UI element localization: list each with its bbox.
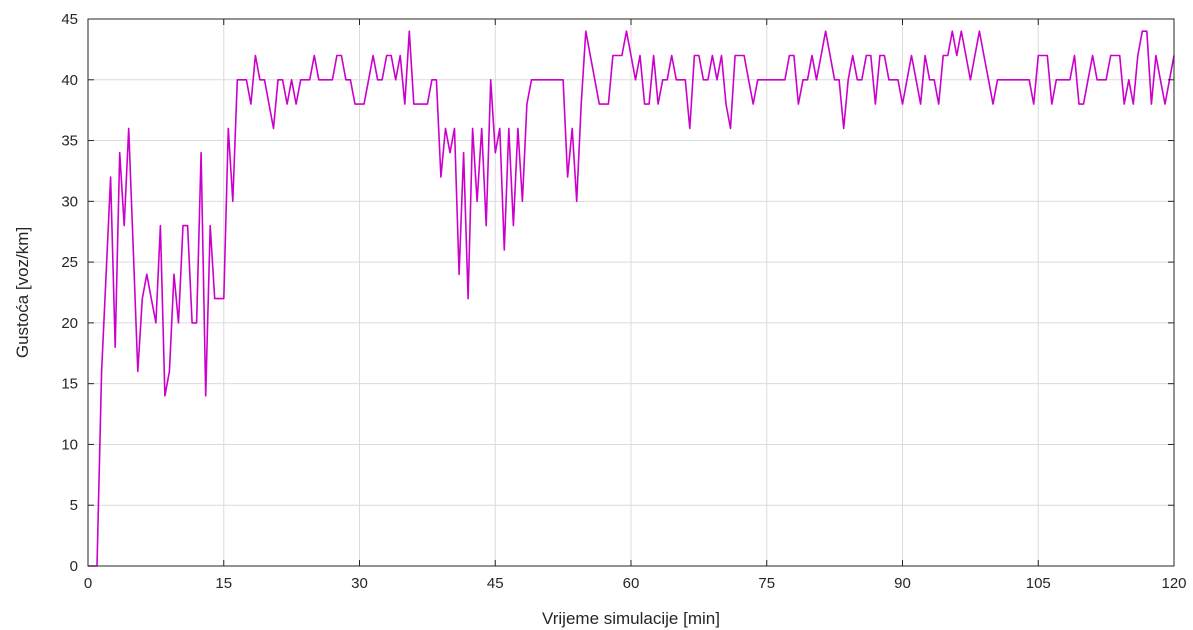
x-tick-label: 75 — [758, 575, 775, 592]
y-tick-label: 45 — [61, 11, 78, 28]
y-tick-label: 5 — [70, 497, 78, 514]
x-tick-label: 30 — [351, 575, 368, 592]
y-tick-label: 35 — [61, 133, 78, 150]
y-tick-label: 20 — [61, 315, 78, 332]
y-tick-label: 25 — [61, 254, 78, 271]
x-tick-label: 15 — [215, 575, 232, 592]
x-tick-label: 120 — [1161, 575, 1186, 592]
y-tick-label: 40 — [61, 72, 78, 89]
x-tick-label: 45 — [487, 575, 504, 592]
x-tick-label: 60 — [623, 575, 640, 592]
x-tick-label: 105 — [1026, 575, 1051, 592]
y-axis-label: Gustoća [voz/km] — [13, 227, 32, 358]
series-group — [88, 30, 1175, 567]
x-axis-label: Vrijeme simulacije [min] — [542, 609, 720, 628]
x-tick-label: 0 — [84, 575, 92, 592]
x-tick-label: 90 — [894, 575, 911, 592]
density-series-line — [88, 30, 1175, 567]
y-tick-label: 0 — [70, 558, 78, 575]
y-tick-label: 15 — [61, 376, 78, 393]
x-axis-ticks: 0 15 30 45 60 75 90 105 120 — [84, 19, 1187, 592]
y-tick-label: 10 — [61, 436, 78, 453]
y-tick-label: 30 — [61, 193, 78, 210]
y-axis-ticks: 0 5 10 15 20 25 30 35 40 45 — [61, 11, 1174, 575]
